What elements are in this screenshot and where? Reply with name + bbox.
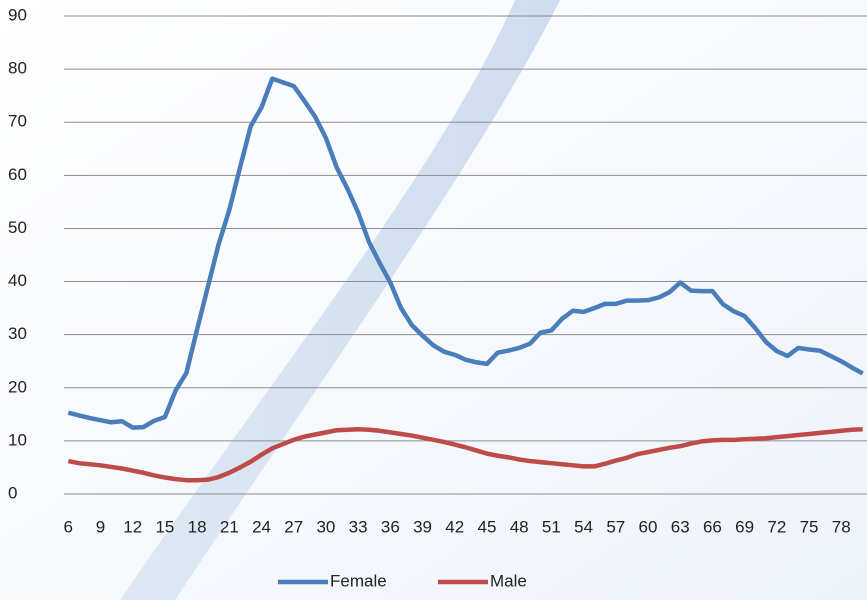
- y-tick-label: 70: [8, 112, 27, 131]
- chart: 0102030405060708090691215182124273033363…: [0, 0, 867, 600]
- x-tick-label: 48: [510, 517, 529, 536]
- y-tick-label: 60: [8, 165, 27, 184]
- x-tick-label: 57: [606, 517, 625, 536]
- background: [0, 0, 867, 600]
- legend-label: Female: [330, 571, 387, 590]
- x-tick-label: 33: [349, 517, 368, 536]
- x-tick-label: 75: [800, 517, 819, 536]
- legend-label: Male: [490, 571, 527, 590]
- y-tick-label: 30: [8, 324, 27, 343]
- x-tick-label: 6: [64, 517, 73, 536]
- x-tick-label: 66: [703, 517, 722, 536]
- x-tick-label: 18: [188, 517, 207, 536]
- x-tick-label: 27: [284, 517, 303, 536]
- x-tick-label: 60: [639, 517, 658, 536]
- x-tick-label: 39: [413, 517, 432, 536]
- x-tick-label: 78: [832, 517, 851, 536]
- x-tick-label: 54: [574, 517, 593, 536]
- x-tick-label: 15: [155, 517, 174, 536]
- x-tick-label: 21: [220, 517, 239, 536]
- x-tick-label: 45: [478, 517, 497, 536]
- x-tick-label: 51: [542, 517, 561, 536]
- y-tick-label: 0: [8, 483, 17, 502]
- x-tick-label: 69: [735, 517, 754, 536]
- x-tick-label: 24: [252, 517, 271, 536]
- x-tick-label: 30: [316, 517, 335, 536]
- x-tick-label: 36: [381, 517, 400, 536]
- x-tick-label: 72: [767, 517, 786, 536]
- x-tick-label: 42: [445, 517, 464, 536]
- y-tick-label: 40: [8, 271, 27, 290]
- y-tick-label: 50: [8, 218, 27, 237]
- y-tick-label: 90: [8, 5, 27, 24]
- y-tick-label: 10: [8, 430, 27, 449]
- y-tick-label: 20: [8, 377, 27, 396]
- x-tick-label: 63: [671, 517, 690, 536]
- x-tick-label: 9: [96, 517, 105, 536]
- x-tick-label: 12: [123, 517, 142, 536]
- y-tick-label: 80: [8, 59, 27, 78]
